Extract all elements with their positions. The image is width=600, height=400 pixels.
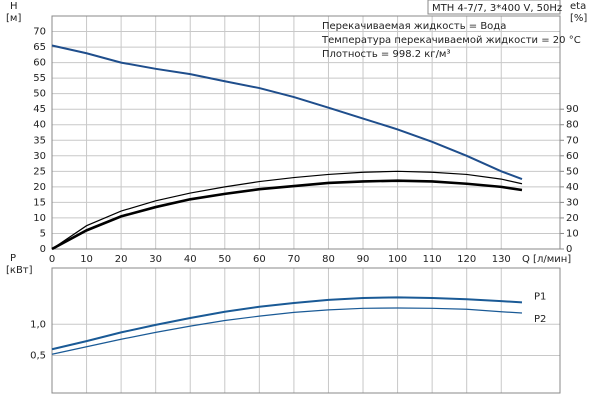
y-tick-label: 50 (33, 89, 46, 100)
y2-tick-label: 20 (566, 213, 579, 224)
y2-tick-label: 50 (566, 166, 579, 177)
y-tick-label: 20 (33, 182, 46, 193)
y-axis-unit: [кВт] (6, 265, 33, 276)
series-line (51, 44, 523, 181)
plot-frame (51, 15, 561, 250)
header: MTH 4-7/7, 3*400 V, 50Hz (432, 3, 562, 14)
y2-tick-label: 10 (566, 228, 579, 239)
x-tick-label: 20 (115, 254, 128, 265)
annotation: Температура перекачиваемой жидкости = 20… (321, 35, 581, 46)
series-line (51, 170, 523, 250)
y-axis-unit: [м] (6, 13, 21, 24)
x-tick-label: 30 (149, 254, 162, 265)
annotation: Перекачиваемая жидкость = Вода (322, 21, 506, 32)
x-tick-label: 70 (288, 254, 301, 265)
x-tick-label: 110 (423, 254, 442, 265)
x-tick-label: 40 (184, 254, 197, 265)
y2-tick-label: 80 (566, 120, 579, 131)
y2-tick-label: 0 (566, 244, 572, 255)
y2-axis-unit: [%] (570, 13, 587, 24)
series-line (51, 179, 523, 251)
y-tick-label: 10 (33, 213, 46, 224)
y-axis-label: H (10, 1, 18, 12)
y-tick-label: 5 (40, 228, 46, 239)
y-tick-label: 35 (33, 135, 46, 146)
y-tick-label: 15 (33, 197, 46, 208)
y2-tick-label: 30 (566, 197, 579, 208)
y2-tick-label: 90 (566, 104, 579, 115)
y2-tick-label: 60 (566, 151, 579, 162)
y-tick-label: 45 (33, 104, 46, 115)
x-tick-label: 100 (388, 254, 407, 265)
y2-axis-label: eta (570, 1, 586, 12)
y-tick-label: 0 (40, 244, 46, 255)
x-tick-label: 50 (218, 254, 231, 265)
y2-tick-label: 40 (566, 182, 579, 193)
series-line (51, 296, 523, 351)
plot-frame (51, 267, 561, 394)
series-line (51, 307, 523, 355)
series-label: P1 (534, 291, 546, 302)
y-axis-label: P (10, 253, 16, 264)
y-tick-label: 30 (33, 151, 46, 162)
y-tick-label: 0,5 (30, 351, 46, 362)
x-tick-label: 120 (457, 254, 476, 265)
x-tick-label: 60 (253, 254, 266, 265)
series-label: P2 (534, 314, 546, 325)
y-tick-label: 55 (33, 73, 46, 84)
x-tick-label: 10 (80, 254, 93, 265)
y-tick-label: 60 (33, 58, 46, 69)
y-tick-label: 25 (33, 166, 46, 177)
x-axis-label: Q [л/мин] (522, 254, 571, 265)
y-tick-label: 40 (33, 120, 46, 131)
y-tick-label: 70 (33, 27, 46, 38)
y-tick-label: 65 (33, 42, 46, 53)
x-tick-label: 80 (322, 254, 335, 265)
annotation: Плотность = 998.2 кг/м³ (322, 49, 451, 60)
y2-tick-label: 70 (566, 135, 579, 146)
header-box (427, 0, 561, 15)
x-tick-label: 0 (49, 254, 55, 265)
y-tick-label: 1,0 (30, 319, 46, 330)
x-tick-label: 130 (492, 254, 511, 265)
x-tick-label: 90 (357, 254, 370, 265)
